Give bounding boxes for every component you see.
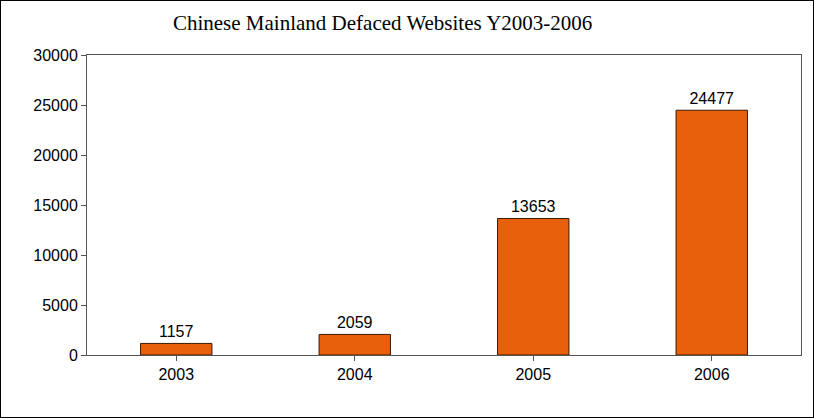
svg-text:15000: 15000 — [33, 197, 78, 214]
svg-text:2004: 2004 — [337, 366, 373, 383]
svg-text:Chinese Mainland Defaced Websi: Chinese Mainland Defaced Websites Y2003-… — [173, 11, 592, 35]
svg-text:2005: 2005 — [515, 366, 551, 383]
svg-text:30000: 30000 — [33, 47, 78, 64]
svg-text:20000: 20000 — [33, 147, 78, 164]
svg-text:13653: 13653 — [511, 198, 556, 215]
svg-text:2059: 2059 — [337, 314, 373, 331]
svg-text:1157: 1157 — [159, 323, 194, 340]
svg-text:0: 0 — [69, 347, 78, 364]
svg-text:2006: 2006 — [694, 366, 730, 383]
svg-text:10000: 10000 — [33, 247, 78, 264]
svg-text:5000: 5000 — [42, 297, 78, 314]
svg-text:24477: 24477 — [689, 90, 734, 107]
svg-text:25000: 25000 — [33, 97, 78, 114]
svg-text:2003: 2003 — [158, 366, 194, 383]
